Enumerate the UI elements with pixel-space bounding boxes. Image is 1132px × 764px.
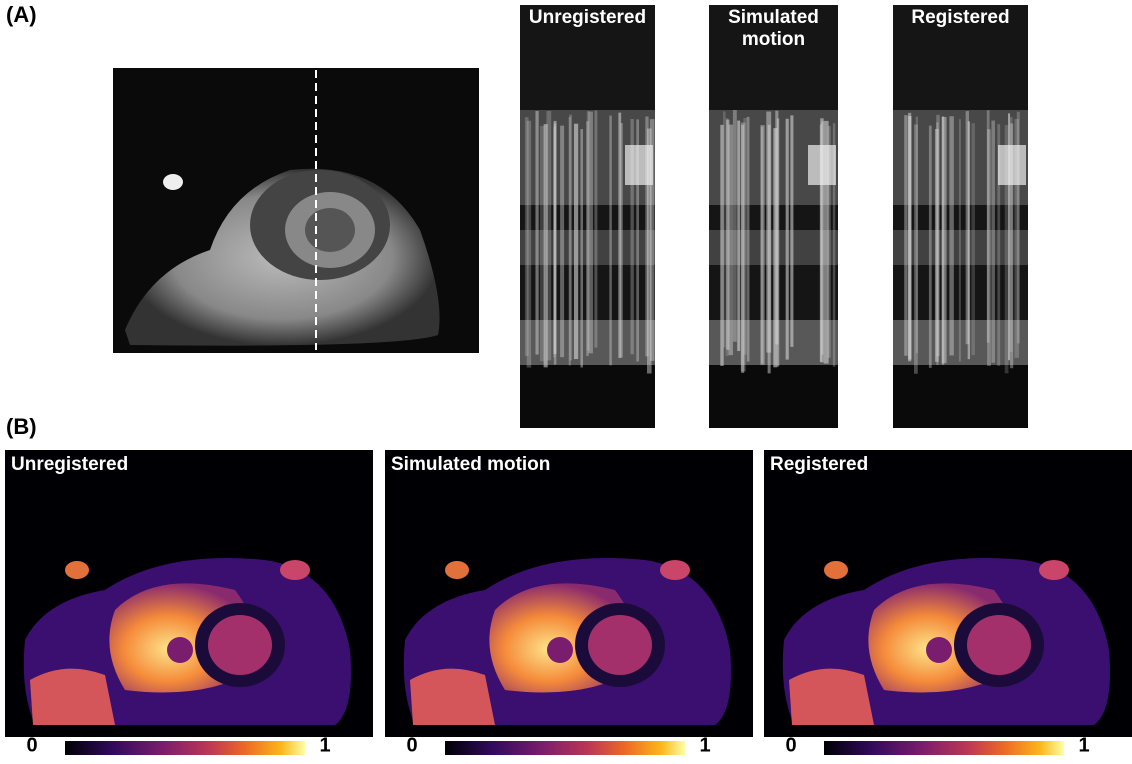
strip-title: Unregistered <box>529 7 646 28</box>
parameter-map: Simulated motion 0 1 <box>385 450 753 757</box>
colorbar-min: 0 <box>26 735 37 757</box>
panel-label: (A) <box>6 2 37 27</box>
panel-label: (B) <box>6 414 37 439</box>
colorbar-max: 1 <box>1078 735 1089 757</box>
map-title: Registered <box>770 454 868 475</box>
colorbar-min: 0 <box>406 735 417 757</box>
colorbar <box>824 741 1064 755</box>
colorbar <box>65 741 305 755</box>
strip-title: Simulated <box>728 7 819 28</box>
map-title: Simulated motion <box>391 454 550 475</box>
strip: Registered <box>893 5 1028 428</box>
strip-title: motion <box>742 29 805 50</box>
colorbar-max: 1 <box>699 735 710 757</box>
colorbar-max: 1 <box>319 735 330 757</box>
map-title: Unregistered <box>11 454 128 475</box>
parameter-map: Unregistered 0 1 <box>5 450 373 757</box>
colorbar <box>445 741 685 755</box>
strip-title: Registered <box>911 7 1009 28</box>
colorbar-min: 0 <box>785 735 796 757</box>
parameter-map: Registered 0 1 <box>764 450 1132 757</box>
figure: (A) Unregistered Simulatedmotion Registere… <box>0 0 1132 764</box>
mri-image <box>113 68 479 353</box>
strip: Unregistered <box>520 5 655 428</box>
